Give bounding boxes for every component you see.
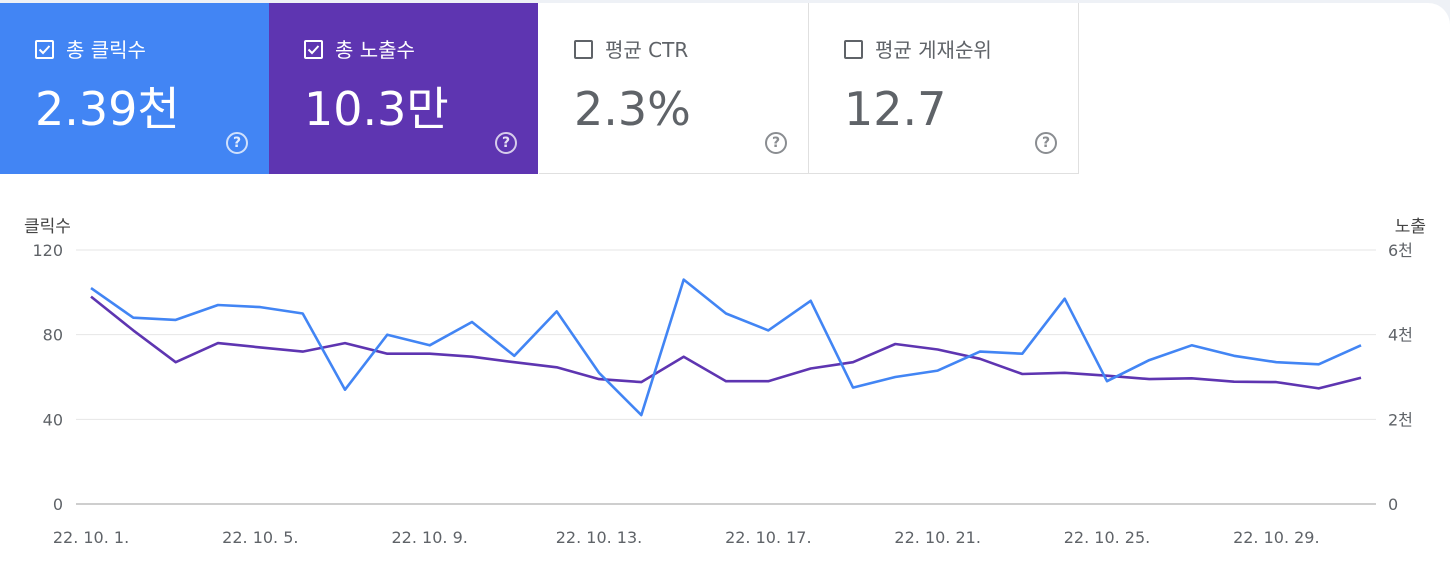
total-impressions-value: 10.3만 <box>304 82 449 136</box>
x-tick-label: 22. 10. 17. <box>725 528 812 547</box>
total-clicks-label: 총 클릭수 <box>66 38 146 62</box>
average-position-card[interactable]: 평균 게재순위 12.7 ? <box>809 3 1079 174</box>
x-tick-label: 22. 10. 1. <box>53 528 129 547</box>
total-clicks-checkbox[interactable] <box>35 40 54 59</box>
average-position-checkbox[interactable] <box>844 40 863 59</box>
help-icon[interactable]: ? <box>1035 132 1057 154</box>
right-tick-label: 0 <box>1388 495 1398 514</box>
right-axis-title: 노출 <box>1395 217 1426 237</box>
checkmark-icon <box>307 45 320 55</box>
help-icon[interactable]: ? <box>765 132 787 154</box>
right-tick-label: 6천 <box>1388 241 1413 260</box>
total-clicks-value: 2.39천 <box>35 82 180 136</box>
checkmark-icon <box>38 45 51 55</box>
help-icon[interactable]: ? <box>226 132 248 154</box>
right-tick-label: 4천 <box>1388 326 1413 345</box>
x-tick-label: 22. 10. 9. <box>392 528 468 547</box>
x-tick-label: 22. 10. 5. <box>222 528 298 547</box>
average-ctr-label: 평균 CTR <box>605 38 689 62</box>
left-tick-label: 40 <box>43 410 63 429</box>
left-axis-title: 클릭수 <box>24 217 71 237</box>
right-tick-label: 2천 <box>1388 410 1413 429</box>
x-tick-label: 22. 10. 29. <box>1233 528 1320 547</box>
performance-panel: 총 클릭수 2.39천 ? 총 노출수 10.3만 ? 평균 CTR 2.3% … <box>0 3 1450 580</box>
average-ctr-value: 2.3% <box>574 82 691 136</box>
total-clicks-card[interactable]: 총 클릭수 2.39천 ? <box>0 3 269 174</box>
average-ctr-checkbox[interactable] <box>574 40 593 59</box>
total-impressions-card[interactable]: 총 노출수 10.3만 ? <box>269 3 538 174</box>
left-tick-label: 120 <box>32 241 63 260</box>
impressions-series-line <box>90 295 1362 390</box>
left-tick-label: 0 <box>53 495 63 514</box>
x-tick-label: 22. 10. 25. <box>1064 528 1151 547</box>
clicks-series-line <box>90 278 1362 417</box>
average-position-label: 평균 게재순위 <box>875 38 992 62</box>
help-icon[interactable]: ? <box>495 132 517 154</box>
average-ctr-card[interactable]: 평균 CTR 2.3% ? <box>539 3 809 174</box>
x-tick-label: 22. 10. 21. <box>894 528 981 547</box>
total-impressions-checkbox[interactable] <box>304 40 323 59</box>
total-impressions-label: 총 노출수 <box>335 38 415 62</box>
performance-chart: 클릭수 노출 0 40 80 120 0 2천 4천 6천 22. 10. 1. 22. 10. 5.… <box>24 217 1426 547</box>
average-position-value: 12.7 <box>844 82 947 136</box>
left-tick-label: 80 <box>43 326 63 345</box>
x-tick-label: 22. 10. 13. <box>556 528 643 547</box>
